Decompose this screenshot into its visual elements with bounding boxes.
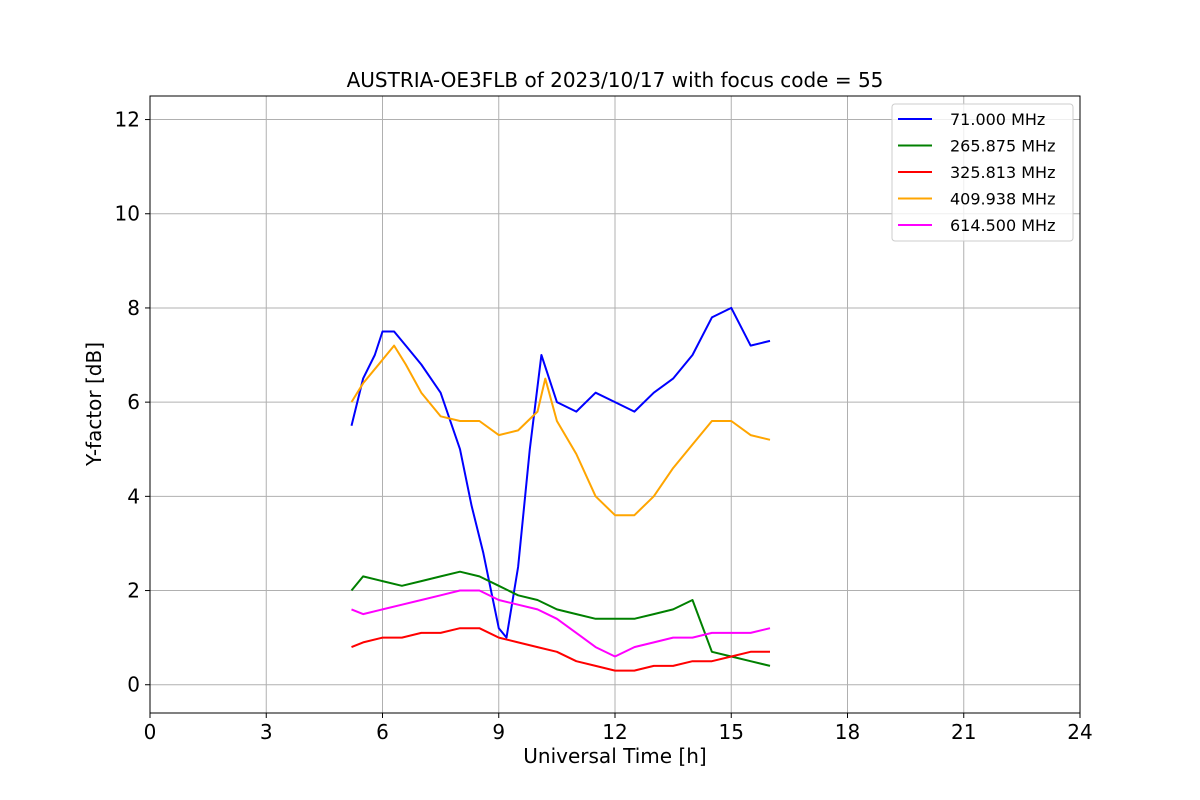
x-tick-label: 24 bbox=[1067, 720, 1092, 744]
x-axis-label: Universal Time [h] bbox=[523, 744, 706, 768]
series-line-4 bbox=[350, 344, 771, 517]
x-ticks: 0 3 6 9 12 15 18 21 24 bbox=[144, 713, 1093, 744]
series-line-1 bbox=[350, 306, 771, 639]
x-tick-label: 0 bbox=[144, 720, 157, 744]
x-tick-label: 6 bbox=[376, 720, 389, 744]
series-line-5 bbox=[351, 589, 771, 658]
y-tick-label: 10 bbox=[115, 202, 140, 226]
legend-label-1: 71.000 MHz bbox=[950, 110, 1045, 129]
legend: 71.000 MHz 265.875 MHz 325.813 MHz 409.938 … bbox=[891, 103, 1074, 242]
legend-label-2: 265.875 MHz bbox=[950, 137, 1055, 156]
legend-label-4: 409.938 MHz bbox=[950, 190, 1055, 209]
chart-title: AUSTRIA-OE3FLB of 2023/10/17 with focus … bbox=[347, 68, 884, 92]
y-tick-label: 4 bbox=[127, 484, 140, 508]
y-axis-label: Y-factor [dB] bbox=[82, 342, 106, 467]
y-tick-label: 0 bbox=[127, 673, 140, 697]
series-group bbox=[350, 306, 771, 672]
x-tick-label: 3 bbox=[260, 720, 273, 744]
legend-box bbox=[891, 103, 1074, 242]
y-tick-label: 12 bbox=[115, 108, 140, 132]
legend-label-3: 325.813 MHz bbox=[950, 163, 1055, 182]
y-tick-label: 6 bbox=[127, 390, 140, 414]
series-line-2 bbox=[350, 570, 771, 667]
legend-label-5: 614.500 MHz bbox=[950, 216, 1055, 235]
y-tick-label: 2 bbox=[127, 579, 140, 603]
y-ticks: 0 2 4 6 8 10 12 bbox=[115, 108, 150, 697]
x-tick-label: 15 bbox=[719, 720, 744, 744]
series-line-3 bbox=[351, 627, 770, 672]
x-tick-label: 12 bbox=[602, 720, 627, 744]
x-tick-label: 21 bbox=[951, 720, 976, 744]
x-tick-label: 9 bbox=[492, 720, 505, 744]
y-tick-label: 8 bbox=[127, 296, 140, 320]
x-tick-label: 18 bbox=[835, 720, 860, 744]
